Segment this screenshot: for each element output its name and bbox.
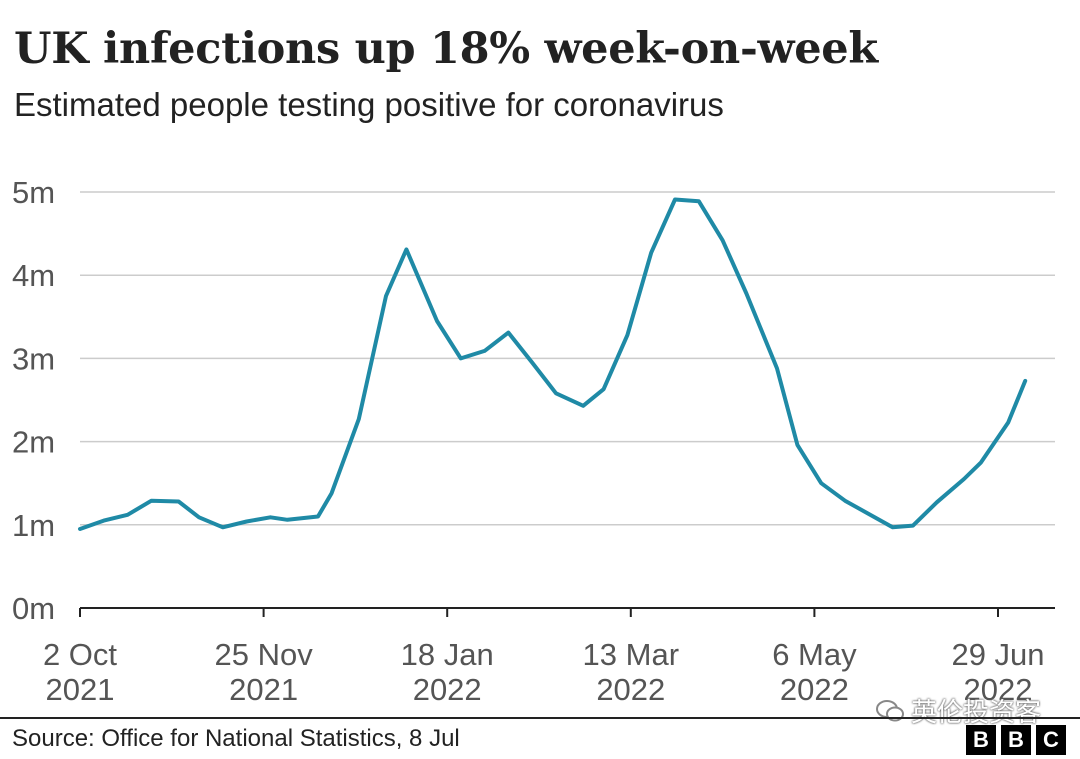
wechat-icon	[876, 699, 904, 721]
x-tick-label-year: 2021	[46, 672, 115, 707]
y-tick-label: 0m	[12, 591, 55, 626]
x-tick-label: 13 Mar	[583, 637, 679, 672]
x-tick-label: 2 Oct	[43, 637, 117, 672]
bbc-logo: B B C	[966, 725, 1066, 755]
bbc-logo-letter: C	[1036, 725, 1066, 755]
bbc-logo-letter: B	[1001, 725, 1031, 755]
x-tick-label: 18 Jan	[401, 637, 494, 672]
y-tick-label: 4m	[12, 258, 55, 293]
x-tick-label-year: 2022	[596, 672, 665, 707]
x-tick-label-year: 2022	[964, 672, 1033, 707]
footer-divider	[0, 717, 1080, 719]
chart-title: UK infections up 18% week-on-week	[14, 24, 878, 74]
x-tick-label-year: 2022	[780, 672, 849, 707]
series-line	[78, 197, 1028, 531]
chart-subtitle: Estimated people testing positive for co…	[14, 86, 724, 123]
x-tick-label-year: 2021	[229, 672, 298, 707]
x-tick-label-year: 2022	[413, 672, 482, 707]
source-note: Source: Office for National Statistics, …	[12, 725, 460, 752]
y-tick-label: 5m	[12, 175, 55, 210]
y-tick-label: 3m	[12, 341, 55, 376]
y-tick-label: 2m	[12, 425, 55, 460]
bbc-logo-letter: B	[966, 725, 996, 755]
x-tick-label: 29 Jun	[951, 637, 1044, 672]
watermark: 英伦投资客	[875, 692, 1041, 729]
watermark-text: 英伦投资客	[911, 697, 1042, 727]
x-tick-label: 6 May	[772, 637, 857, 672]
y-tick-label: 1m	[12, 508, 55, 543]
x-tick-label: 25 Nov	[214, 637, 313, 672]
